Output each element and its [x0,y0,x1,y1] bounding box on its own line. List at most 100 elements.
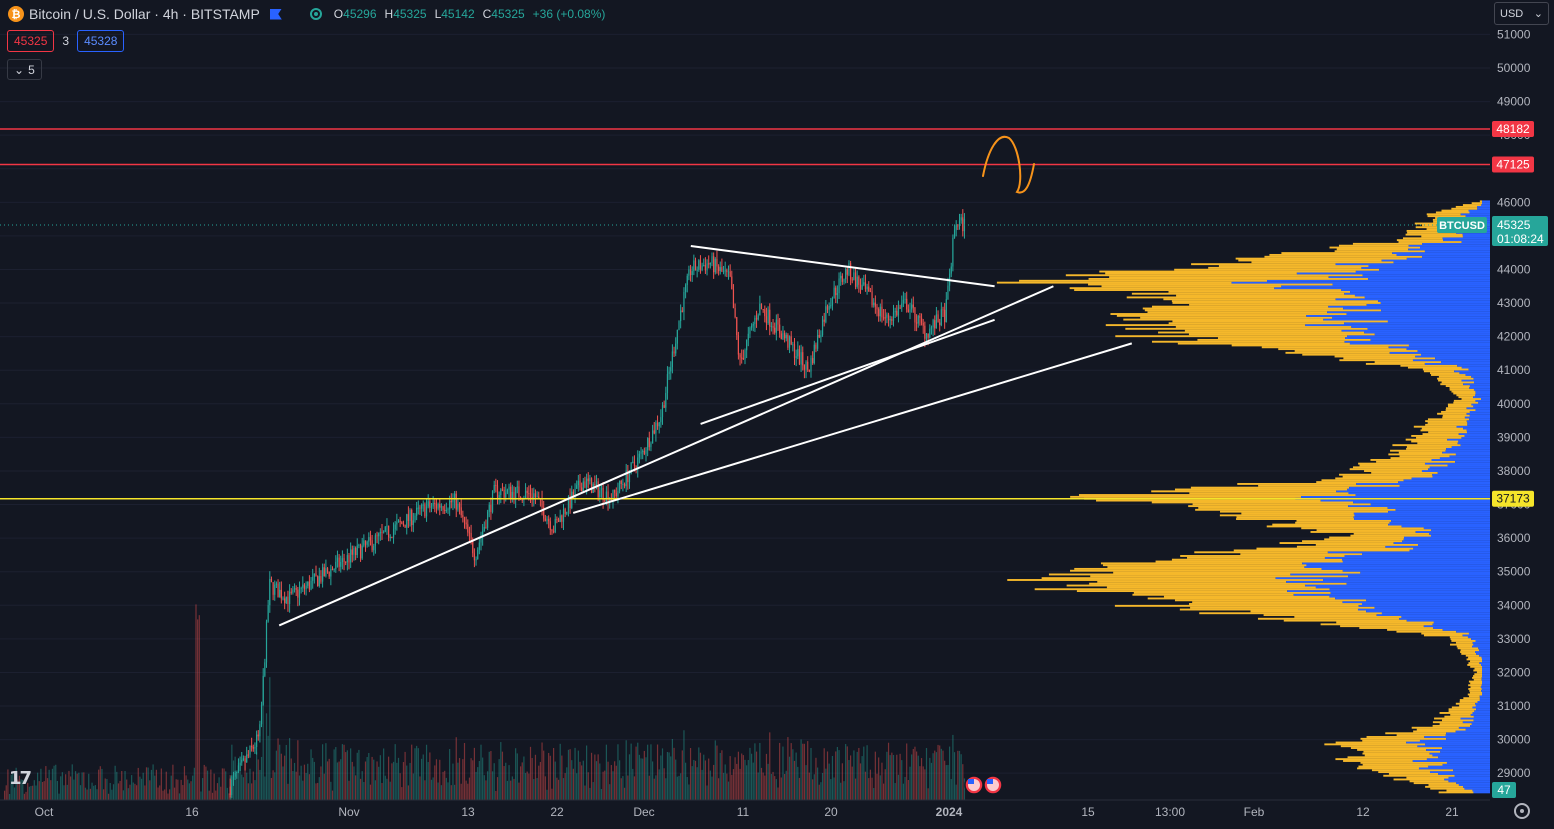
volume-bar [520,766,522,800]
volume-profile-row-down [1380,301,1490,304]
volume-profile-row-down [1356,482,1490,485]
volume-profile-row-down [1461,366,1490,369]
volume-bar [536,778,538,800]
volume-profile-row-down [1454,774,1490,777]
volume-profile-row-up [1250,610,1367,613]
volume-bar [722,772,725,800]
trendlines[interactable] [278,244,1133,627]
volume-profile-row-down [1328,305,1490,308]
currency-select[interactable]: USD ⌄ [1494,2,1549,25]
volume-profile-row-up [1360,761,1447,764]
volume-profile-row-down [1330,591,1490,594]
candle-body [581,487,583,492]
volume-bar [178,793,181,800]
flag-icon[interactable] [269,8,282,20]
trendline[interactable] [700,318,995,425]
volume-profile-row-down [1379,268,1490,271]
candle-body [869,291,871,293]
volume-bar [825,768,827,800]
symbol-title[interactable]: Bitcoin / U.S. Dollar · 4h · BITSTAMP [29,6,260,22]
buy-button[interactable]: 45328 [77,30,125,52]
volume-profile-row-up [1296,519,1392,522]
candle-body [384,526,386,532]
trendline[interactable] [690,244,995,288]
volume-bar [572,768,574,800]
volume-profile-row-up [1278,348,1407,351]
trendline[interactable] [572,342,1133,514]
volume-profile-row-up [1467,663,1481,666]
volume-bar [716,745,718,800]
arrow-annotation[interactable] [982,135,1035,194]
event-flags[interactable] [964,775,1003,795]
volume-bar [861,756,863,800]
tradingview-logo-icon[interactable]: 17 [9,768,32,789]
gear-icon[interactable] [1514,803,1530,819]
volume-bar [225,771,227,800]
sell-button[interactable]: 45325 [7,30,55,52]
volume-bar [831,755,834,800]
volume-profile-row-up [1470,665,1482,668]
horizontal-levels[interactable] [0,128,1490,500]
candle-body [458,503,461,508]
currency-value: USD [1500,7,1524,20]
volume-bar [323,773,325,800]
volume-profile-row-up [1470,682,1482,685]
candle-body [701,265,703,271]
volume-profile-row-up [1347,756,1439,759]
volume-bar [32,785,34,800]
candle-body [779,324,781,334]
volume-bar [73,779,75,800]
volume-bar [300,765,302,800]
volume-bar [902,783,904,800]
volume-profile-row-down [1481,688,1490,690]
volume-profile-row-down [1444,778,1490,781]
candle-body [389,537,391,539]
price-axis[interactable]: 2900030000310003200033000340003500036000… [1490,0,1554,829]
candle-body [452,499,454,503]
volume-profile-row-up [1074,567,1322,570]
candle-body [823,319,825,322]
time-axis[interactable]: Oct 16 Nov 13 22 Dec 11 20 2024 15 13:00 Feb 12 21 [0,799,1490,819]
candle-body [925,333,928,339]
market-status-icon[interactable] [309,8,322,20]
volume-profile-row-up [1266,525,1402,528]
volume-profile-row-down [1366,303,1490,306]
volume-profile-row-down [1482,675,1490,677]
indicators-toggle[interactable]: ⌄ 5 [7,59,42,80]
candle-body [317,576,319,586]
volume-profile-row-up [1390,457,1440,460]
candle-body [681,310,683,312]
volume-profile-row-up [1279,542,1394,544]
volume-bar [106,779,108,800]
candle-body [757,315,759,320]
volume-profile-row-up [1456,645,1473,648]
volume-profile-row-down [1461,379,1490,382]
volume-profile-row-down [1347,335,1490,338]
volume-bar [521,762,523,800]
volume-bar [567,749,570,800]
symbol-header[interactable]: ₿ Bitcoin / U.S. Dollar · 4h · BITSTAMP … [8,4,605,24]
candle-body [254,747,256,749]
volume-profile-row-up [1231,344,1409,347]
volume-bar [282,766,284,800]
candle-body [534,493,537,498]
candle-body [513,491,515,501]
volume-bar [739,768,741,800]
volume-bar [493,763,495,800]
volume-profile-row-down [1406,257,1490,260]
trendline[interactable] [278,285,1054,627]
volume-bar [848,760,850,800]
volume-profile-row-down [1465,215,1490,218]
volume-profile-row-down [1342,560,1490,563]
volume-profile-row-down [1461,241,1490,243]
candle-body [487,511,489,528]
volume-profile-row-up [1450,638,1472,641]
candle-body [483,526,485,532]
candle-body [850,263,852,280]
time-tick-label: 15 [1081,805,1095,819]
volume-profile-row-down [1456,630,1490,633]
candle-body [685,284,687,292]
volume-bar [10,774,12,800]
candle-body [668,371,670,375]
